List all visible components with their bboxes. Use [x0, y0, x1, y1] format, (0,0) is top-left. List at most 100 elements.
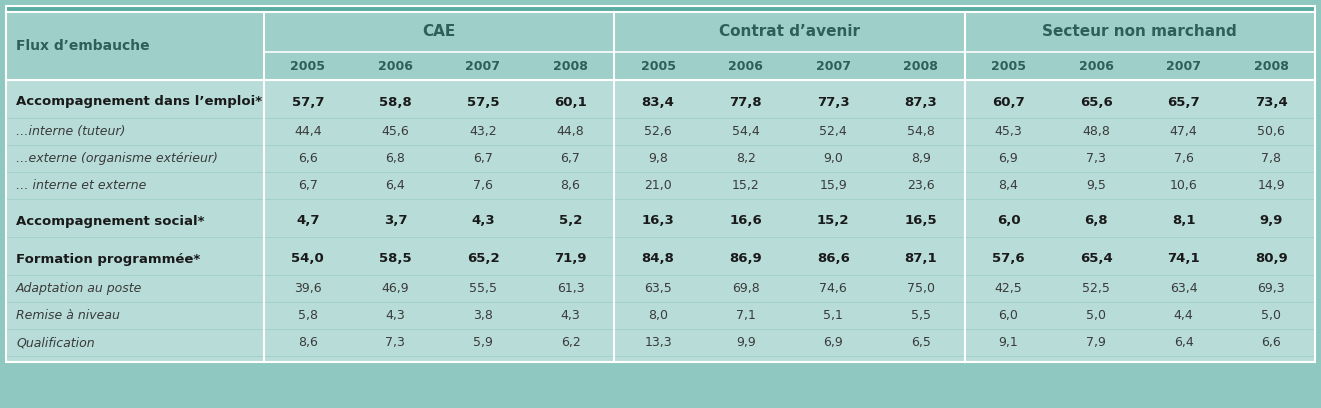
Text: 39,6: 39,6 [295, 282, 321, 295]
Text: Adaptation au poste: Adaptation au poste [16, 282, 143, 295]
Text: 4,3: 4,3 [472, 215, 495, 228]
Text: 2006: 2006 [1079, 60, 1114, 73]
Text: 13,3: 13,3 [645, 336, 672, 349]
Text: 54,8: 54,8 [908, 125, 935, 138]
Text: 63,4: 63,4 [1170, 282, 1197, 295]
Text: 50,6: 50,6 [1258, 125, 1285, 138]
Text: 6,7: 6,7 [473, 152, 493, 165]
Text: 77,3: 77,3 [816, 95, 849, 109]
Text: 6,8: 6,8 [386, 152, 406, 165]
Text: 7,3: 7,3 [386, 336, 406, 349]
Text: 4,7: 4,7 [296, 215, 320, 228]
Text: 9,0: 9,0 [823, 152, 843, 165]
Text: 6,2: 6,2 [560, 336, 580, 349]
Text: Formation programmée*: Formation programmée* [16, 253, 201, 266]
Bar [7, 12, 264, 80]
Text: Accompagnement dans l’emploi*: Accompagnement dans l’emploi* [16, 95, 262, 109]
Text: 5,8: 5,8 [297, 309, 318, 322]
Text: 15,2: 15,2 [818, 215, 849, 228]
Text: 4,3: 4,3 [386, 309, 406, 322]
Bar [7, 6, 1314, 362]
Text: 7,3: 7,3 [1086, 152, 1106, 165]
Text: 4,3: 4,3 [560, 309, 580, 322]
Text: 73,4: 73,4 [1255, 95, 1288, 109]
Text: 7,8: 7,8 [1262, 152, 1281, 165]
Text: 5,0: 5,0 [1262, 309, 1281, 322]
Text: Qualification: Qualification [16, 336, 95, 349]
Text: 5,9: 5,9 [473, 336, 493, 349]
Text: 5,5: 5,5 [911, 309, 931, 322]
Text: 45,3: 45,3 [995, 125, 1022, 138]
Text: 58,8: 58,8 [379, 95, 412, 109]
Text: 15,9: 15,9 [819, 179, 847, 192]
Text: 7,6: 7,6 [1173, 152, 1194, 165]
Bar [7, 6, 1314, 362]
Text: 58,5: 58,5 [379, 253, 412, 266]
Text: 60,7: 60,7 [992, 95, 1025, 109]
Text: 2007: 2007 [465, 60, 501, 73]
Text: 2005: 2005 [641, 60, 675, 73]
Text: 8,0: 8,0 [649, 309, 668, 322]
Text: 87,1: 87,1 [905, 253, 937, 266]
Text: 42,5: 42,5 [995, 282, 1022, 295]
Text: 3,8: 3,8 [473, 309, 493, 322]
Text: 52,5: 52,5 [1082, 282, 1110, 295]
Text: 63,5: 63,5 [645, 282, 672, 295]
Text: 71,9: 71,9 [555, 253, 587, 266]
Text: 8,4: 8,4 [999, 179, 1018, 192]
Text: 6,0: 6,0 [999, 309, 1018, 322]
Text: 44,8: 44,8 [556, 125, 584, 138]
Text: 52,6: 52,6 [645, 125, 672, 138]
Text: Remise à niveau: Remise à niveau [16, 309, 120, 322]
Text: Secteur non marchand: Secteur non marchand [1042, 24, 1238, 40]
Text: 10,6: 10,6 [1170, 179, 1198, 192]
Text: 61,3: 61,3 [556, 282, 584, 295]
Text: 9,1: 9,1 [999, 336, 1018, 349]
Text: 16,6: 16,6 [729, 215, 762, 228]
Bar [264, 52, 1314, 80]
Text: 16,3: 16,3 [642, 215, 675, 228]
Text: 6,8: 6,8 [1085, 215, 1108, 228]
Text: 2008: 2008 [1254, 60, 1289, 73]
Text: 69,3: 69,3 [1258, 282, 1285, 295]
Text: 21,0: 21,0 [645, 179, 672, 192]
Text: 65,6: 65,6 [1079, 95, 1112, 109]
Text: 86,6: 86,6 [816, 253, 849, 266]
Text: 8,6: 8,6 [297, 336, 318, 349]
Text: 2005: 2005 [291, 60, 325, 73]
Text: 65,2: 65,2 [466, 253, 499, 266]
Text: 8,2: 8,2 [736, 152, 756, 165]
Text: 6,0: 6,0 [996, 215, 1020, 228]
Text: 7,1: 7,1 [736, 309, 756, 322]
Text: 77,8: 77,8 [729, 95, 762, 109]
Text: 80,9: 80,9 [1255, 253, 1288, 266]
Text: 6,7: 6,7 [297, 179, 318, 192]
Text: 3,7: 3,7 [383, 215, 407, 228]
Text: 2008: 2008 [553, 60, 588, 73]
Text: 4,4: 4,4 [1174, 309, 1193, 322]
Bar [264, 12, 1314, 52]
Text: 46,9: 46,9 [382, 282, 410, 295]
Text: 9,5: 9,5 [1086, 179, 1106, 192]
Text: 65,4: 65,4 [1079, 253, 1112, 266]
Text: 9,9: 9,9 [1259, 215, 1283, 228]
Text: 54,4: 54,4 [732, 125, 760, 138]
Text: 15,2: 15,2 [732, 179, 760, 192]
Bar [7, 80, 1314, 362]
Bar [7, 6, 1314, 12]
Text: 69,8: 69,8 [732, 282, 760, 295]
Text: 6,6: 6,6 [299, 152, 317, 165]
Text: 65,7: 65,7 [1168, 95, 1199, 109]
Text: 87,3: 87,3 [905, 95, 938, 109]
Text: 5,2: 5,2 [559, 215, 583, 228]
Text: 43,2: 43,2 [469, 125, 497, 138]
Text: Accompagnement social*: Accompagnement social* [16, 215, 205, 228]
Text: 9,8: 9,8 [649, 152, 668, 165]
Text: 6,7: 6,7 [560, 152, 580, 165]
Text: 8,6: 8,6 [560, 179, 580, 192]
Text: 44,4: 44,4 [295, 125, 321, 138]
Text: … interne et externe: … interne et externe [16, 179, 147, 192]
Text: 75,0: 75,0 [908, 282, 935, 295]
Text: 84,8: 84,8 [642, 253, 675, 266]
Text: 2006: 2006 [378, 60, 412, 73]
